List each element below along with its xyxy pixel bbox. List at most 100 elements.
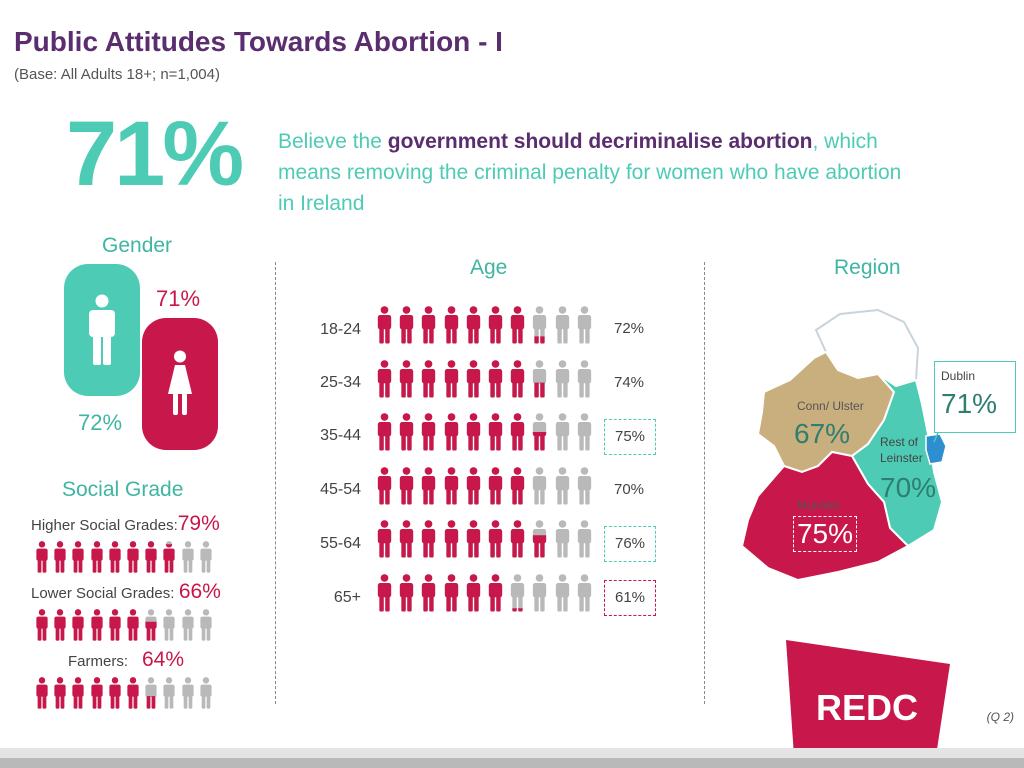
social-grade-person-icon (72, 541, 84, 573)
age-person-icon (400, 466, 414, 505)
social-grade-person-icon (181, 677, 194, 709)
region-name: Rest of Leinster (880, 435, 923, 465)
statement-text-before: Believe the (278, 130, 388, 153)
age-value: 70% (613, 481, 645, 498)
age-value: 76% (604, 526, 656, 562)
social-grade-person-icon (72, 677, 84, 709)
age-person-icon (444, 574, 458, 612)
sg-row-higher: Higher Social Grades:79% (31, 512, 220, 536)
dublin-callout: Dublin 71% (934, 361, 1016, 433)
age-value: 61% (604, 580, 656, 616)
footer-bar-grey (0, 748, 1024, 758)
sg-row-lower: Lower Social Grades: 66% (31, 580, 221, 604)
social-grade-person-icon (109, 677, 121, 709)
age-person-icon (422, 520, 436, 558)
female-icon (168, 350, 192, 415)
age-person-icon (400, 520, 414, 558)
social-grade-icon-grid (34, 538, 214, 718)
age-value: 72% (613, 320, 645, 337)
age-icon-grid (375, 306, 605, 626)
age-person-icon (400, 306, 414, 344)
age-person-icon (422, 466, 436, 505)
age-person-icon (511, 574, 525, 612)
age-person-icon (555, 466, 569, 505)
region-value: 75% (793, 516, 857, 552)
age-label: 25-34 (320, 374, 361, 391)
age-person-icon (488, 306, 503, 344)
age-person-icon (444, 413, 458, 451)
age-person-icon (577, 466, 591, 505)
social-grade-person-icon (36, 609, 48, 641)
age-label: 18-24 (320, 321, 361, 338)
age-person-icon (466, 520, 480, 558)
age-person-icon (511, 413, 525, 451)
social-grade-title: Social Grade (62, 478, 184, 501)
age-person-icon (377, 413, 392, 451)
social-grade-person-icon (54, 677, 66, 709)
region-name: Conn/ Ulster (797, 399, 864, 413)
social-grade-person-icon (54, 609, 66, 641)
age-person-icon (400, 574, 414, 612)
social-grade-person-icon (181, 609, 194, 641)
age-person-icon (511, 359, 525, 398)
age-person-icon (533, 466, 547, 505)
social-grade-person-icon (200, 677, 212, 709)
redc-logo: REDC (786, 640, 950, 756)
age-person-icon (488, 520, 503, 558)
age-label: 65+ (333, 589, 361, 606)
age-person-icon (511, 306, 525, 344)
social-grade-person-icon (36, 677, 48, 709)
age-label: 45-54 (320, 481, 361, 498)
age-person-icon (400, 359, 414, 398)
region-value: 71% (941, 388, 998, 419)
age-person-icon (422, 359, 436, 398)
statement-text-after: , which means removing the criminal pena… (278, 130, 902, 215)
social-grade-person-icon (54, 541, 66, 573)
social-grade-person-icon (145, 541, 157, 573)
social-grade-person-icon (127, 677, 139, 709)
age-person-icon (377, 306, 392, 344)
female-value: 71% (156, 286, 201, 311)
region-dublin-shape (925, 433, 947, 465)
age-person-icon (555, 359, 569, 398)
age-person-icon (555, 306, 569, 344)
age-person-icon (488, 413, 503, 451)
social-grade-person-icon (127, 609, 139, 641)
female-card (142, 318, 218, 450)
headline-statement: Believe the government should decriminal… (278, 126, 918, 219)
region-value: 70% (880, 472, 937, 503)
sg-value: 64% (142, 648, 185, 671)
age-person-icon (511, 520, 525, 558)
age-person-icon (533, 413, 547, 451)
sg-row-farmers: Farmers: 64% (68, 648, 184, 672)
age-person-icon (422, 574, 436, 612)
social-grade-person-icon (181, 541, 194, 573)
age-value: 74% (613, 374, 645, 391)
social-grade-person-icon (200, 609, 212, 641)
sg-label: Lower Social Grades: (31, 585, 175, 602)
male-value: 72% (78, 410, 123, 435)
age-person-icon (533, 306, 547, 344)
age-person-icon (555, 574, 569, 612)
ireland-map (740, 308, 947, 582)
age-value: 75% (604, 419, 656, 455)
age-person-icon (377, 574, 392, 612)
social-grade-person-icon (36, 541, 48, 573)
sg-value: 79% (177, 512, 220, 535)
age-person-icon (466, 574, 480, 612)
age-person-icon (466, 359, 480, 398)
age-person-icon (466, 413, 480, 451)
age-person-icon (466, 306, 480, 344)
age-person-icon (555, 413, 569, 451)
age-person-icon (488, 466, 503, 505)
age-person-icon (422, 306, 436, 344)
social-grade-person-icon (90, 609, 103, 641)
region-value: 67% (794, 418, 851, 449)
social-grade-person-icon (90, 677, 103, 709)
question-reference: (Q 2) (986, 710, 1014, 724)
social-grade-person-icon (90, 541, 103, 573)
social-grade-person-icon (109, 609, 121, 641)
social-grade-person-icon (163, 541, 175, 573)
headline-value: 71% (66, 103, 244, 205)
social-grade-person-icon (145, 609, 157, 641)
